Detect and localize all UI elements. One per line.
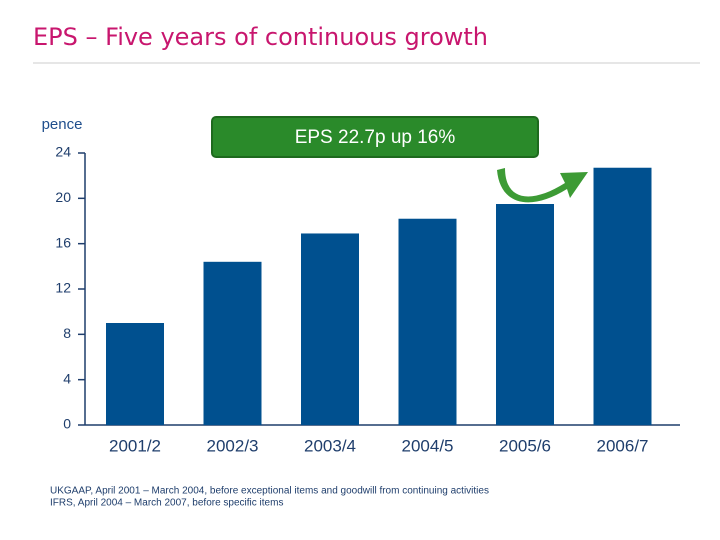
annotation: EPS 22.7p up 16% — [295, 127, 456, 148]
y-tick-label: 24 — [55, 144, 71, 160]
bar — [496, 204, 554, 425]
bar — [398, 218, 457, 425]
y-axis-label: pence — [42, 116, 83, 133]
chart-title: EPS – Five years of continuous growth — [33, 23, 488, 51]
bar — [301, 233, 359, 425]
footnote: IFRS, April 2004 – March 2007, before sp… — [50, 498, 283, 509]
bar — [203, 261, 262, 425]
y-tick-label: 12 — [55, 280, 71, 296]
y-tick-label: 20 — [55, 189, 71, 205]
x-tick-label: 2004/5 — [402, 436, 454, 455]
bar — [593, 167, 652, 425]
annotation-box — [211, 116, 539, 158]
x-tick-label: 2005/6 — [499, 436, 551, 455]
x-tick-label: 2006/7 — [597, 436, 649, 455]
y-tick-label: 16 — [55, 234, 71, 250]
x-tick-label: 2003/4 — [304, 436, 356, 455]
bar — [106, 323, 164, 425]
growth-arrow — [497, 168, 588, 203]
x-tick-label: 2002/3 — [207, 436, 259, 455]
x-tick-label: 2001/2 — [109, 436, 161, 455]
footnote: UKGAAP, April 2001 – March 2004, before … — [50, 486, 489, 497]
y-tick-label: 8 — [63, 325, 71, 341]
y-tick-label: 0 — [63, 416, 71, 432]
plot-area: 0 4 8 12 16 20 24 2001/2 2002/3 2003/4 2004/5 2005/… — [55, 144, 680, 455]
y-tick-label: 4 — [63, 370, 71, 386]
